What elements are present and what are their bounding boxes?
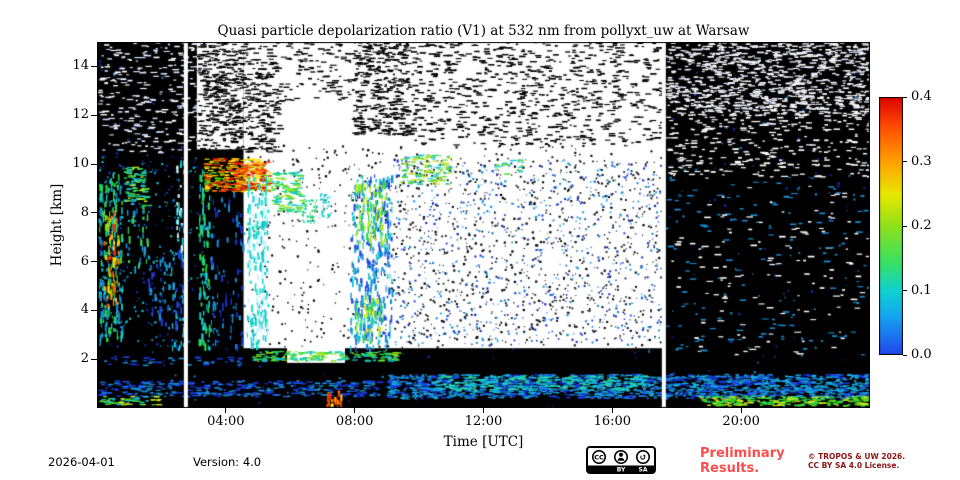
cc-text: CC: [594, 454, 604, 462]
preliminary-line1: Preliminary: [700, 446, 785, 461]
by-text: BY: [617, 467, 626, 474]
x-tick-mark: [354, 408, 356, 413]
colorbar-tick-mark: [903, 290, 907, 291]
sa-arrow-icon: ↺: [639, 453, 647, 463]
copyright-line2: CC BY SA 4.0 License.: [808, 461, 900, 471]
x-axis-label: Time [UTC]: [443, 434, 524, 450]
y-tick-mark: [91, 114, 97, 116]
preliminary-results-note: Preliminary Results.: [700, 446, 785, 476]
y-tick-label: 12: [72, 107, 89, 123]
sa-text: SA: [639, 467, 648, 474]
x-tick-label: 04:00: [207, 414, 245, 429]
x-tick-mark: [611, 408, 613, 413]
colorbar-tick-mark: [903, 161, 907, 162]
colorbar-tick-mark: [903, 354, 907, 356]
preliminary-line2: Results.: [700, 460, 760, 476]
y-tick-mark: [91, 163, 97, 165]
y-tick-label: 8: [80, 204, 89, 220]
heatmap-canvas: [97, 42, 870, 408]
x-tick-label: 12:00: [464, 414, 503, 429]
y-tick-label: 14: [72, 58, 89, 74]
x-tick-mark: [225, 408, 227, 413]
version-label: Version: 4.0: [193, 455, 262, 469]
copyright-note: © TROPOS & UW 2026. CC BY SA 4.0 License…: [808, 452, 905, 471]
colorbar-tick-label: 0.4: [911, 89, 932, 104]
chart-title: Quasi particle depolarization ratio (V1)…: [217, 23, 750, 39]
y-tick-label: 2: [80, 351, 89, 367]
y-tick-mark: [91, 261, 97, 263]
copyright-line1: © TROPOS & UW 2026.: [808, 452, 906, 461]
by-person-head-icon: [619, 452, 623, 457]
x-tick-label: 08:00: [335, 414, 374, 429]
x-tick-label: 20:00: [722, 414, 760, 429]
cc-by-sa-badge: CC ↺ BY SA: [586, 446, 656, 474]
x-tick-mark: [483, 408, 484, 413]
x-tick-mark: [740, 408, 742, 413]
colorbar-tick-label: 0.1: [911, 282, 932, 298]
colorbar: [879, 97, 903, 355]
colorbar-tick-mark: [903, 96, 907, 98]
badge-bottom-strip: [587, 465, 655, 473]
measurement-date: 2026-04-01: [48, 455, 115, 469]
y-tick-label: 6: [80, 253, 89, 269]
colorbar-tick-label: 0.3: [911, 153, 932, 169]
cc-circle-icon: [592, 450, 606, 464]
sa-circle-icon: [635, 450, 650, 464]
x-tick-label: 16:00: [593, 414, 632, 429]
colorbar-tick-label: 0.0: [911, 347, 932, 362]
y-tick-label: 4: [80, 302, 89, 318]
y-tick-label: 10: [72, 156, 89, 171]
y-tick-mark: [91, 358, 97, 360]
by-person-body-icon: [617, 457, 625, 461]
colorbar-tick-mark: [903, 225, 907, 227]
y-tick-mark: [91, 212, 97, 214]
colorbar-tick-label: 0.2: [911, 218, 932, 233]
y-tick-mark: [91, 309, 97, 311]
y-tick-mark: [91, 65, 97, 67]
by-person-icon: [613, 450, 628, 464]
